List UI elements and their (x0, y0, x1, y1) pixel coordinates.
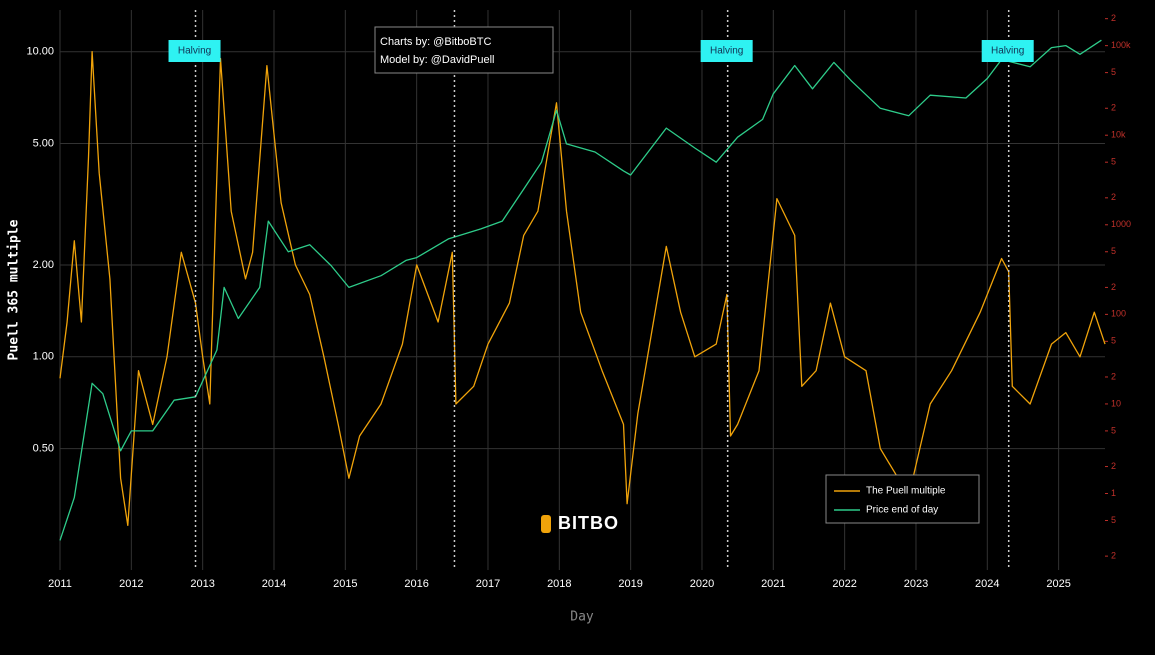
y2-tick-label: 5 (1111, 246, 1116, 256)
credit-text: Charts by: @BitboBTC (380, 36, 491, 48)
x-tick-label: 2011 (48, 578, 72, 590)
halving-box (700, 40, 753, 62)
halving-label: Halving (991, 46, 1024, 57)
y2-tick-label: 1000 (1111, 219, 1131, 229)
y2-tick-label: 5 (1111, 157, 1116, 167)
x-tick-label: 2021 (761, 578, 785, 590)
x-tick-label: 2023 (904, 578, 928, 590)
halving-label: Halving (178, 46, 211, 57)
y2-tick-label: 2 (1111, 550, 1116, 560)
y2-tick-label: 100k (1111, 40, 1131, 50)
y-tick-label: 5.00 (33, 137, 54, 149)
y2-tick-label: 10 (1111, 398, 1121, 408)
y2-tick-label: 5 (1111, 515, 1116, 525)
legend-label: The Puell multiple (866, 486, 946, 497)
watermark: BITBO (558, 513, 619, 533)
credit-box (374, 26, 554, 74)
x-tick-label: 2024 (975, 578, 999, 590)
x-tick-label: 2025 (1046, 578, 1070, 590)
x-tick-label: 2014 (262, 578, 286, 590)
y2-tick-label: 2 (1111, 13, 1116, 23)
series-line (59, 39, 1102, 541)
y-tick-label: 0.50 (33, 443, 54, 455)
x-tick-label: 2017 (476, 578, 500, 590)
y2-tick-label: 2 (1111, 371, 1116, 381)
credit-text: Model by: @DavidPuell (380, 54, 495, 66)
legend-box (825, 474, 980, 524)
x-tick-label: 2013 (190, 578, 214, 590)
y2-tick-label: 100 (1111, 309, 1126, 319)
x-axis-label: Day (570, 610, 594, 625)
y2-tick-label: 2 (1111, 461, 1116, 471)
y2-tick-label: 2 (1111, 103, 1116, 113)
x-tick-label: 2012 (119, 578, 143, 590)
halving-label: Halving (710, 46, 743, 57)
y-tick-label: 10.00 (26, 46, 54, 58)
x-tick-label: 2018 (547, 578, 571, 590)
x-tick-label: 2019 (618, 578, 642, 590)
x-tick-label: 2016 (404, 578, 428, 590)
halving-box (168, 40, 221, 62)
x-tick-label: 2020 (690, 578, 714, 590)
y-axis-label: Puell 365 multiple (7, 219, 22, 360)
legend-label: Price end of day (866, 505, 938, 516)
y-tick-label: 2.00 (33, 259, 54, 271)
y2-tick-label: 2 (1111, 192, 1116, 202)
x-tick-label: 2015 (333, 578, 357, 590)
y2-tick-label: 2 (1111, 282, 1116, 292)
halving-box (981, 40, 1034, 62)
y2-tick-label: 1 (1111, 488, 1116, 498)
logo-icon (541, 515, 551, 533)
y-tick-label: 1.00 (33, 351, 54, 363)
x-tick-label: 2022 (832, 578, 856, 590)
y2-tick-label: 10k (1111, 130, 1126, 140)
y2-tick-label: 5 (1111, 336, 1116, 346)
y2-tick-label: 5 (1111, 67, 1116, 77)
y2-tick-label: 5 (1111, 425, 1116, 435)
series-line (59, 51, 1106, 527)
